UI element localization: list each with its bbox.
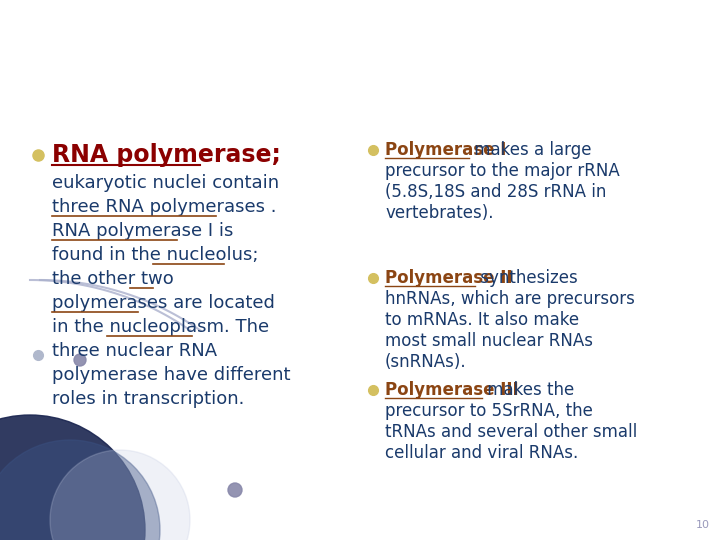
Text: roles in transcription.: roles in transcription. [52,390,244,408]
Text: (snRNAs).: (snRNAs). [385,353,467,371]
Text: makes the: makes the [482,381,575,399]
Text: 10: 10 [696,520,710,530]
Text: found in the nucleolus;: found in the nucleolus; [52,246,258,264]
Text: eukaryotic nuclei contain: eukaryotic nuclei contain [52,174,279,192]
Text: the other two: the other two [52,270,174,288]
Text: (5.8S,18S and 28S rRNA in: (5.8S,18S and 28S rRNA in [385,183,606,201]
Text: Polymerase III: Polymerase III [385,381,518,399]
Text: tRNAs and several other small: tRNAs and several other small [385,423,637,441]
Circle shape [50,450,190,540]
Text: three nuclear RNA: three nuclear RNA [52,342,217,360]
Text: Polymerase II: Polymerase II [385,269,513,287]
Text: RNA polymerase I is: RNA polymerase I is [52,222,233,240]
Circle shape [74,354,86,366]
Text: in the nucleoplasm. The: in the nucleoplasm. The [52,318,269,336]
Circle shape [0,415,145,540]
Text: three RNA polymerases .: three RNA polymerases . [52,198,276,216]
Text: cellular and viral RNAs.: cellular and viral RNAs. [385,444,578,462]
Text: RNA polymerase;: RNA polymerase; [52,143,281,167]
Text: precursor to the major rRNA: precursor to the major rRNA [385,162,620,180]
Circle shape [0,440,160,540]
Circle shape [228,483,242,497]
Text: vertebrates).: vertebrates). [385,204,493,222]
Text: polymerases are located: polymerases are located [52,294,275,312]
Text: polymerase have different: polymerase have different [52,366,290,384]
Text: to mRNAs. It also make: to mRNAs. It also make [385,311,579,329]
Text: precursor to 5SrRNA, the: precursor to 5SrRNA, the [385,402,593,420]
Text: synthesizes: synthesizes [475,269,578,287]
Text: most small nuclear RNAs: most small nuclear RNAs [385,332,593,350]
Text: Polymerase I: Polymerase I [385,141,506,159]
Text: makes a large: makes a large [469,141,591,159]
Text: hnRNAs, which are precursors: hnRNAs, which are precursors [385,290,635,308]
